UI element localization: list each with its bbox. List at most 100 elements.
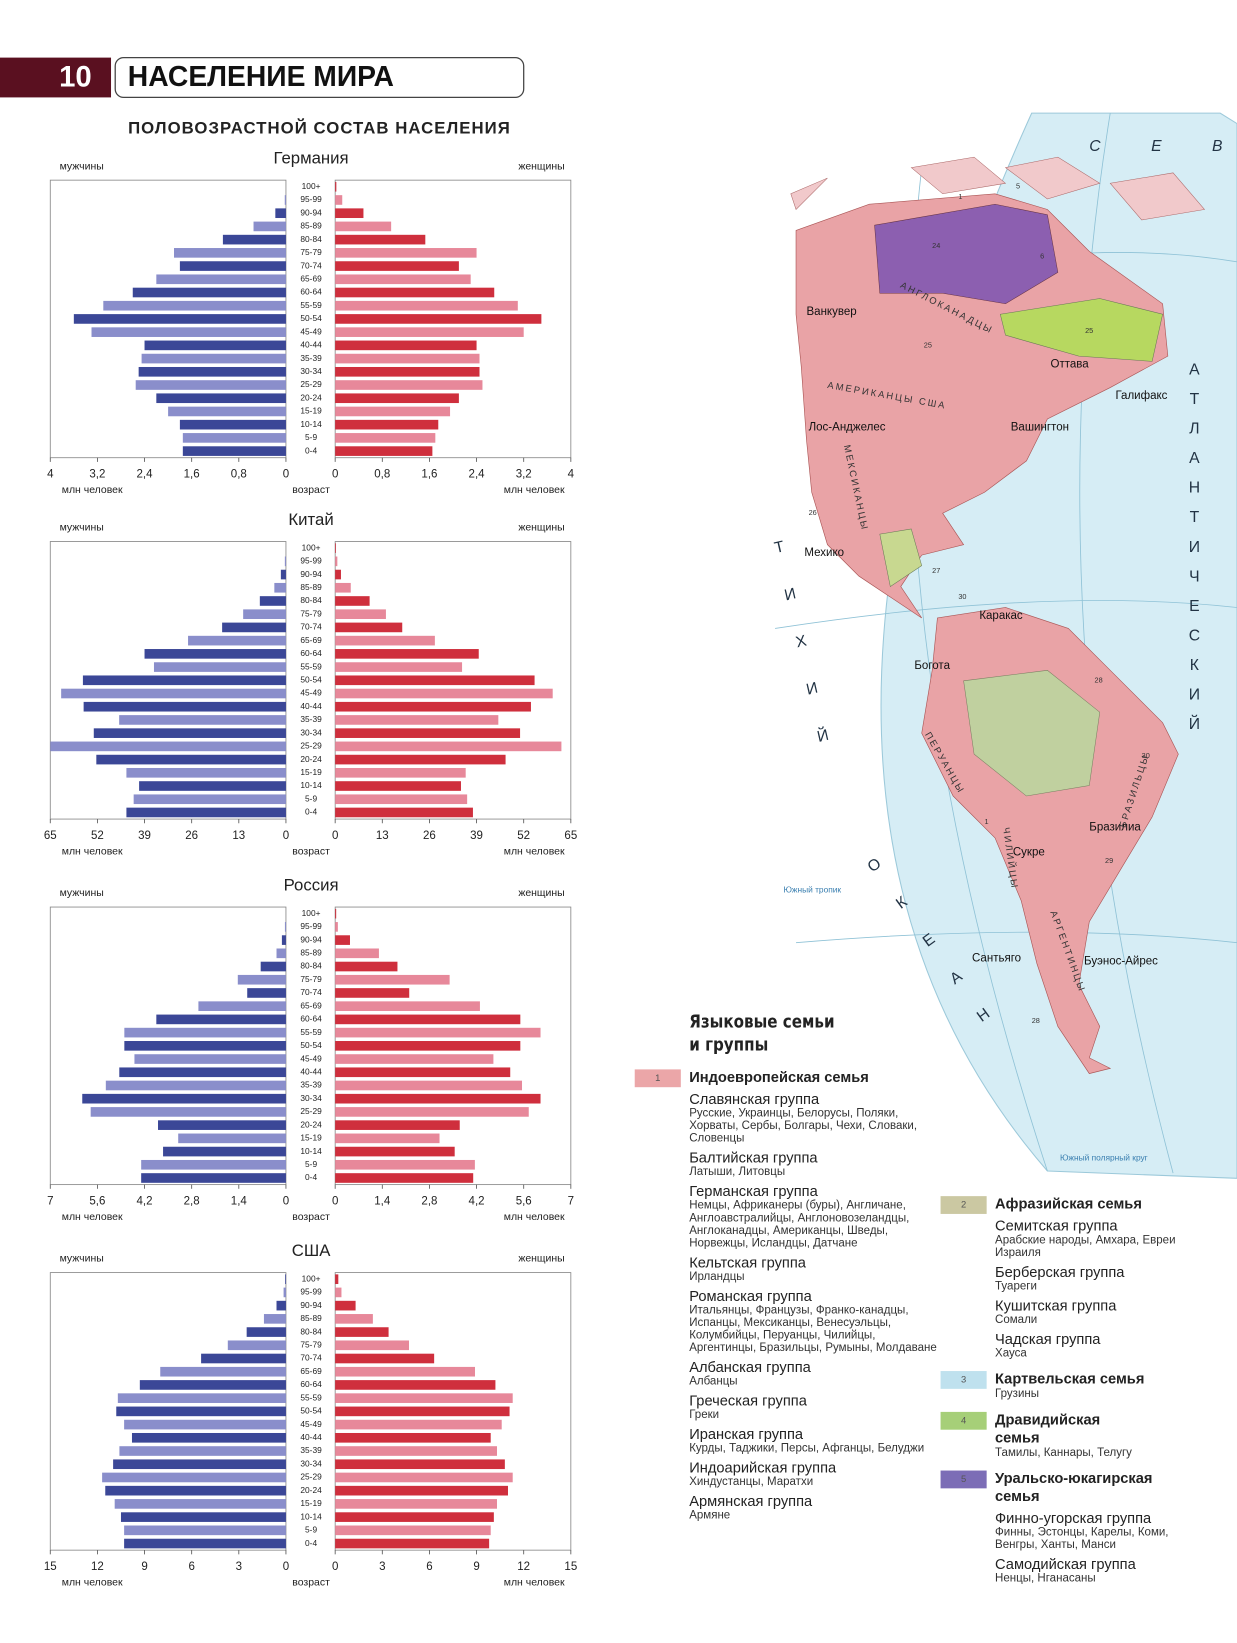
female-bar bbox=[335, 208, 364, 219]
age-label: 70-74 bbox=[300, 987, 322, 997]
female-bar bbox=[335, 582, 351, 593]
group-name: Балтийская группа bbox=[689, 1148, 818, 1166]
group-name: Кельтская группа bbox=[689, 1253, 806, 1271]
age-label: 5-9 bbox=[305, 1525, 317, 1535]
x-tick-label: 0 bbox=[332, 1561, 338, 1573]
x-tick-label: 0 bbox=[283, 1561, 289, 1573]
age-label: 100+ bbox=[302, 181, 321, 191]
male-bar bbox=[173, 248, 286, 258]
age-label: 45-49 bbox=[300, 326, 322, 336]
female-bar bbox=[335, 300, 518, 311]
age-label: 60-64 bbox=[300, 1379, 322, 1389]
female-bar bbox=[335, 433, 436, 443]
female-bar bbox=[335, 569, 341, 580]
x-tick-label: 12 bbox=[517, 1561, 530, 1573]
female-bar bbox=[335, 1041, 521, 1051]
map-code: 24 bbox=[932, 241, 940, 250]
age-label: 30-34 bbox=[300, 1093, 322, 1103]
male-bar bbox=[113, 1459, 286, 1470]
x-tick-label: 12 bbox=[91, 1561, 104, 1573]
age-label: 90-94 bbox=[300, 934, 322, 944]
male-bar bbox=[259, 596, 286, 606]
title-frame bbox=[114, 56, 525, 99]
female-bar bbox=[335, 908, 337, 919]
x-tick-label: 65 bbox=[44, 830, 57, 842]
legend-column: 2 Афразийская семья Семитская группа Ара… bbox=[940, 1195, 1192, 1589]
x-tick-label: 0 bbox=[332, 469, 338, 481]
age-label: 25-29 bbox=[300, 379, 322, 389]
x-tick-label: 26 bbox=[185, 830, 198, 842]
age-label: 80-84 bbox=[300, 961, 322, 971]
male-bar bbox=[179, 419, 286, 430]
age-label: 20-24 bbox=[300, 754, 322, 764]
male-bar bbox=[243, 609, 286, 620]
city-label: Оттава bbox=[1051, 359, 1090, 371]
female-bar bbox=[335, 1459, 505, 1470]
x-tick-label: 65 bbox=[564, 830, 577, 842]
x-tick-label: 0 bbox=[332, 1195, 338, 1207]
male-bar bbox=[96, 754, 286, 765]
male-bar bbox=[73, 314, 286, 324]
male-bar bbox=[131, 1432, 286, 1443]
female-bar bbox=[335, 1538, 490, 1549]
female-bar bbox=[335, 961, 398, 972]
female-bar bbox=[335, 274, 471, 285]
age-label: 40-44 bbox=[300, 701, 322, 711]
female-bar bbox=[335, 340, 477, 351]
age-label: 100+ bbox=[302, 542, 321, 552]
age-label: 20-24 bbox=[300, 1119, 322, 1129]
female-bar bbox=[335, 1133, 440, 1144]
age-label: 10-14 bbox=[300, 1511, 322, 1521]
group-name: Индоарийская группа bbox=[689, 1459, 837, 1476]
female-bar bbox=[335, 754, 506, 765]
ocean-label: ТИХИЙ bbox=[769, 537, 840, 777]
city-label: Ванкувер bbox=[806, 306, 856, 318]
female-bar bbox=[335, 1093, 541, 1104]
male-bar bbox=[119, 715, 286, 725]
age-label: 35-39 bbox=[300, 1080, 322, 1090]
city-label: Каракас bbox=[979, 610, 1023, 622]
female-bar bbox=[335, 353, 480, 364]
female-bar bbox=[335, 1146, 455, 1157]
male-bar bbox=[144, 649, 286, 659]
age-label: 45-49 bbox=[300, 1419, 322, 1429]
male-bar bbox=[156, 274, 286, 285]
group-name: Семитская группа bbox=[995, 1217, 1118, 1234]
x-tick-label: 3,2 bbox=[89, 469, 105, 481]
age-label: 0-4 bbox=[305, 445, 317, 455]
x-tick-label: 5,6 bbox=[89, 1195, 105, 1207]
age-label: 15-19 bbox=[300, 1133, 322, 1143]
x-tick-label: 2,4 bbox=[137, 469, 154, 481]
map-code: 6 bbox=[1040, 252, 1044, 261]
uralic-region bbox=[874, 203, 1059, 305]
legend-family: 3 Картвельская семья Грузины bbox=[940, 1370, 1192, 1400]
female-bar bbox=[335, 327, 524, 337]
male-bar bbox=[253, 221, 286, 232]
x-tick-label: 1,6 bbox=[184, 469, 200, 481]
legend-family: 4 Дравидийская семья Тамилы, Каннары, Те… bbox=[940, 1411, 1192, 1459]
x-tick-label: 7 bbox=[568, 1195, 574, 1207]
legend-family: 1 Индоевропейская семья Славянская групп… bbox=[634, 1068, 939, 1522]
arctic-islands bbox=[790, 156, 1206, 221]
age-label: 70-74 bbox=[300, 1353, 322, 1363]
female-bar bbox=[335, 596, 370, 606]
x-tick-label: 0 bbox=[283, 469, 289, 481]
female-bar bbox=[335, 393, 459, 404]
x-tick-label: 5,6 bbox=[516, 1195, 532, 1207]
female-bar bbox=[335, 1274, 339, 1285]
legend-label: женщины bbox=[518, 161, 564, 172]
map-code: 1 bbox=[985, 817, 989, 826]
male-bar bbox=[93, 728, 286, 738]
female-bar bbox=[335, 314, 542, 324]
group-peoples: Сомали bbox=[995, 1313, 1038, 1327]
female-bar bbox=[335, 1287, 342, 1298]
map-code: 5 bbox=[1016, 181, 1020, 190]
male-bar bbox=[274, 582, 286, 593]
age-label: 80-84 bbox=[300, 1326, 322, 1336]
group-peoples: Хауса bbox=[995, 1346, 1027, 1360]
x-tick-label: 15 bbox=[564, 1561, 577, 1573]
female-bar bbox=[335, 922, 338, 932]
male-bar bbox=[139, 781, 286, 791]
female-bar bbox=[335, 1001, 480, 1011]
chart-title: Китай bbox=[288, 510, 333, 529]
